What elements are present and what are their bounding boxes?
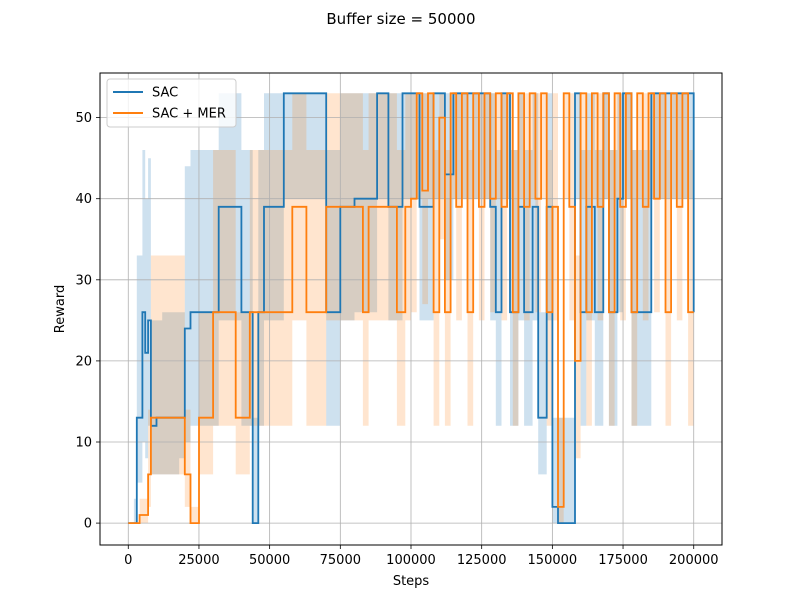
- x-axis-ticks: 0 25000 50000 75000 100000 125000 150000 175000…: [124, 545, 719, 568]
- legend: SAC SAC + MER: [106, 78, 237, 128]
- x-tick-label: 25000: [178, 553, 219, 568]
- x-tick-label: 100000: [386, 553, 436, 568]
- series-lines: [128, 92, 695, 524]
- y-tick-label: 50: [75, 111, 92, 126]
- x-tick-label: 75000: [320, 553, 361, 568]
- x-tick-label: 200000: [669, 553, 719, 568]
- chart-title: Buffer size = 50000: [326, 10, 475, 28]
- y-axis-ticks: 0 10 20 30 40 50: [75, 111, 100, 532]
- y-tick-label: 10: [75, 436, 92, 451]
- y-tick-label: 20: [75, 354, 92, 369]
- x-tick-label: 0: [124, 553, 132, 568]
- x-axis-label: Steps: [393, 574, 430, 589]
- y-tick-label: 0: [84, 517, 92, 532]
- legend-label-sac: SAC: [152, 86, 178, 101]
- y-tick-label: 40: [75, 192, 92, 207]
- plot-area: 0 25000 50000 75000 100000 125000 150000 175000…: [75, 72, 723, 568]
- x-tick-label: 50000: [249, 553, 290, 568]
- legend-label-sac-mer: SAC + MER: [152, 107, 226, 122]
- x-tick-label: 150000: [528, 553, 578, 568]
- x-tick-label: 125000: [457, 553, 507, 568]
- series-line-sac: [128, 92, 695, 524]
- y-axis-label: Reward: [53, 285, 68, 333]
- y-tick-label: 30: [75, 273, 92, 288]
- x-tick-label: 175000: [598, 553, 648, 568]
- series-line-sac-mer: [128, 92, 694, 524]
